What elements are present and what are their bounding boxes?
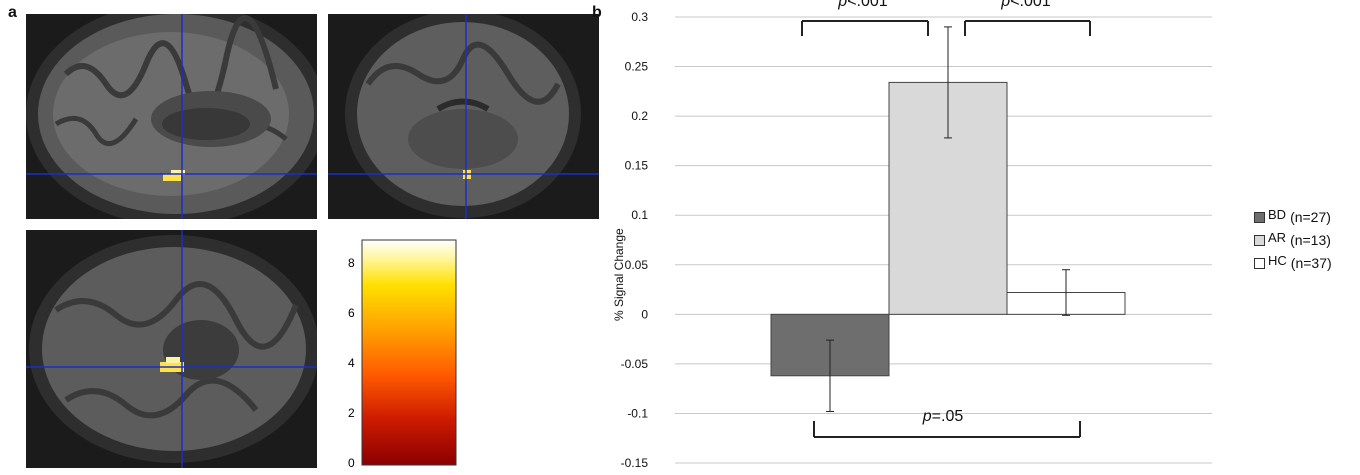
coronal-brain-slice — [328, 14, 599, 219]
y-tick-label: -0.1 — [627, 406, 648, 420]
legend-swatch — [1254, 258, 1265, 269]
bar-chart: -0.15 -0.1 -0.05 0 0.05 0.1 0.15 0.2 0.25 0.3 % Si… — [612, 0, 1212, 470]
significance-bracket: p=.05 — [813, 408, 1081, 438]
significance-label: p=.05 — [922, 408, 964, 425]
coronal-slice-image — [328, 14, 599, 219]
y-tick-label: 0.2 — [631, 109, 648, 123]
colorbar-tick-label: 6 — [348, 306, 355, 320]
panel-b-label: b — [592, 4, 602, 21]
y-tick-label: 0.15 — [625, 159, 649, 173]
y-tick-label: 0.1 — [631, 208, 648, 222]
colorbar-tick-label: 8 — [348, 256, 355, 270]
legend: BD (n=27) AR (n=13) HC (n=37) — [1254, 206, 1332, 275]
colorbar: 0 2 4 6 8 — [328, 230, 458, 470]
legend-n: (n=13) — [1290, 232, 1331, 248]
activation-cluster — [163, 174, 181, 181]
colorbar-svg: 0 2 4 6 8 — [348, 239, 457, 470]
sagittal-brain-slice — [26, 14, 317, 219]
significance-label: p<.001 — [837, 0, 887, 10]
panel-a-label: a — [8, 4, 17, 21]
axial-slice-image — [26, 230, 317, 468]
significance-bracket: p<.001 — [801, 0, 929, 36]
axial-brain-slice — [26, 230, 317, 468]
legend-label: BD — [1268, 207, 1287, 222]
y-tick-label: -0.05 — [621, 357, 649, 371]
significance-bracket: p<.001 — [964, 0, 1091, 36]
legend-item-hc: HC (n=37) — [1254, 252, 1332, 275]
legend-n: (n=37) — [1290, 255, 1332, 271]
legend-item-bd: BD (n=27) — [1254, 206, 1332, 229]
legend-swatch — [1254, 235, 1265, 246]
colorbar-gradient — [361, 239, 457, 466]
y-tick-label: 0 — [641, 307, 648, 321]
colorbar-tick-label: 0 — [348, 456, 355, 470]
y-tick-label: 0.05 — [625, 258, 649, 272]
y-tick-label: 0.3 — [631, 10, 648, 24]
legend-swatch — [1254, 212, 1265, 223]
sagittal-slice-image — [26, 14, 317, 219]
y-tick-label: -0.15 — [621, 456, 649, 470]
colorbar-tick-label: 2 — [348, 406, 355, 420]
legend-label: AR — [1268, 230, 1287, 245]
legend-label: HC — [1268, 253, 1287, 268]
y-axis-label: % Signal Change — [612, 228, 626, 321]
y-tick-label: 0.25 — [625, 60, 649, 74]
colorbar-tick-label: 4 — [348, 356, 355, 370]
significance-label: p<.001 — [1000, 0, 1050, 10]
legend-item-ar: AR (n=13) — [1254, 229, 1332, 252]
legend-n: (n=27) — [1290, 209, 1331, 225]
